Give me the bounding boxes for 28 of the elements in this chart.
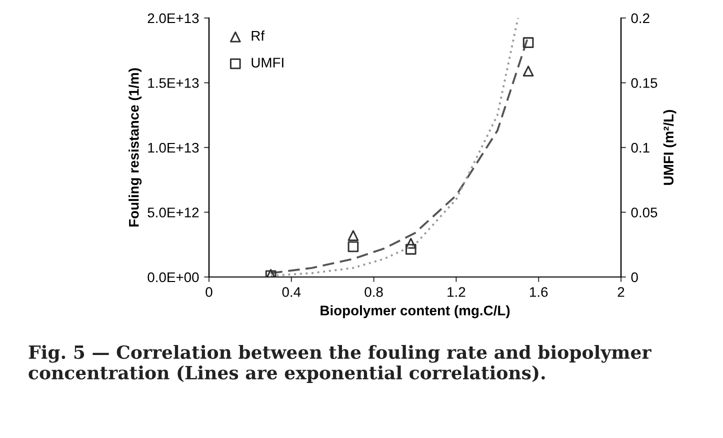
y2-tick-label: 0 — [631, 272, 638, 282]
y-tick-label: 2.0E+13 — [148, 13, 199, 24]
point — [348, 241, 359, 252]
caption: Fig. 5 — Correlation between the fouling rate and biopolymer concentration (Lines are exponential correlations). — [28, 345, 652, 383]
x-axis-title: Biopolymer content (mg.C/L) — [320, 305, 510, 318]
legend-label: Rf — [252, 30, 265, 41]
x-tick-label: 2 — [618, 287, 624, 297]
y-axis-title: Fouling resistance (1/m) — [128, 68, 142, 226]
y2-tick-label: 0.2 — [631, 13, 650, 24]
y2-tick-label: 0.05 — [631, 208, 658, 218]
x-tick-label: 0.4 — [282, 287, 301, 297]
y2-tick-label: 0.1 — [631, 142, 650, 153]
point — [405, 244, 416, 255]
y-tick-label: 0.0E+00 — [148, 272, 199, 282]
point — [522, 66, 534, 77]
y2-tick-label: 0.15 — [631, 78, 658, 88]
x-tick-label: 0 — [206, 287, 212, 297]
legend-label: UMFI — [252, 58, 284, 68]
y-tick-label: 1.0E+13 — [148, 142, 199, 153]
y-tick-label: 1.5E+13 — [148, 78, 199, 88]
point — [405, 238, 416, 249]
x-tick-label: 1.6 — [530, 287, 548, 297]
y-tick-label: 5.0E+12 — [148, 208, 199, 218]
point — [522, 37, 534, 48]
y2-axis-title: UMFI (m²/L) — [663, 110, 676, 185]
x-tick-label: 0.8 — [364, 287, 383, 297]
x-tick-label: 1.2 — [448, 287, 466, 297]
point — [348, 230, 359, 241]
